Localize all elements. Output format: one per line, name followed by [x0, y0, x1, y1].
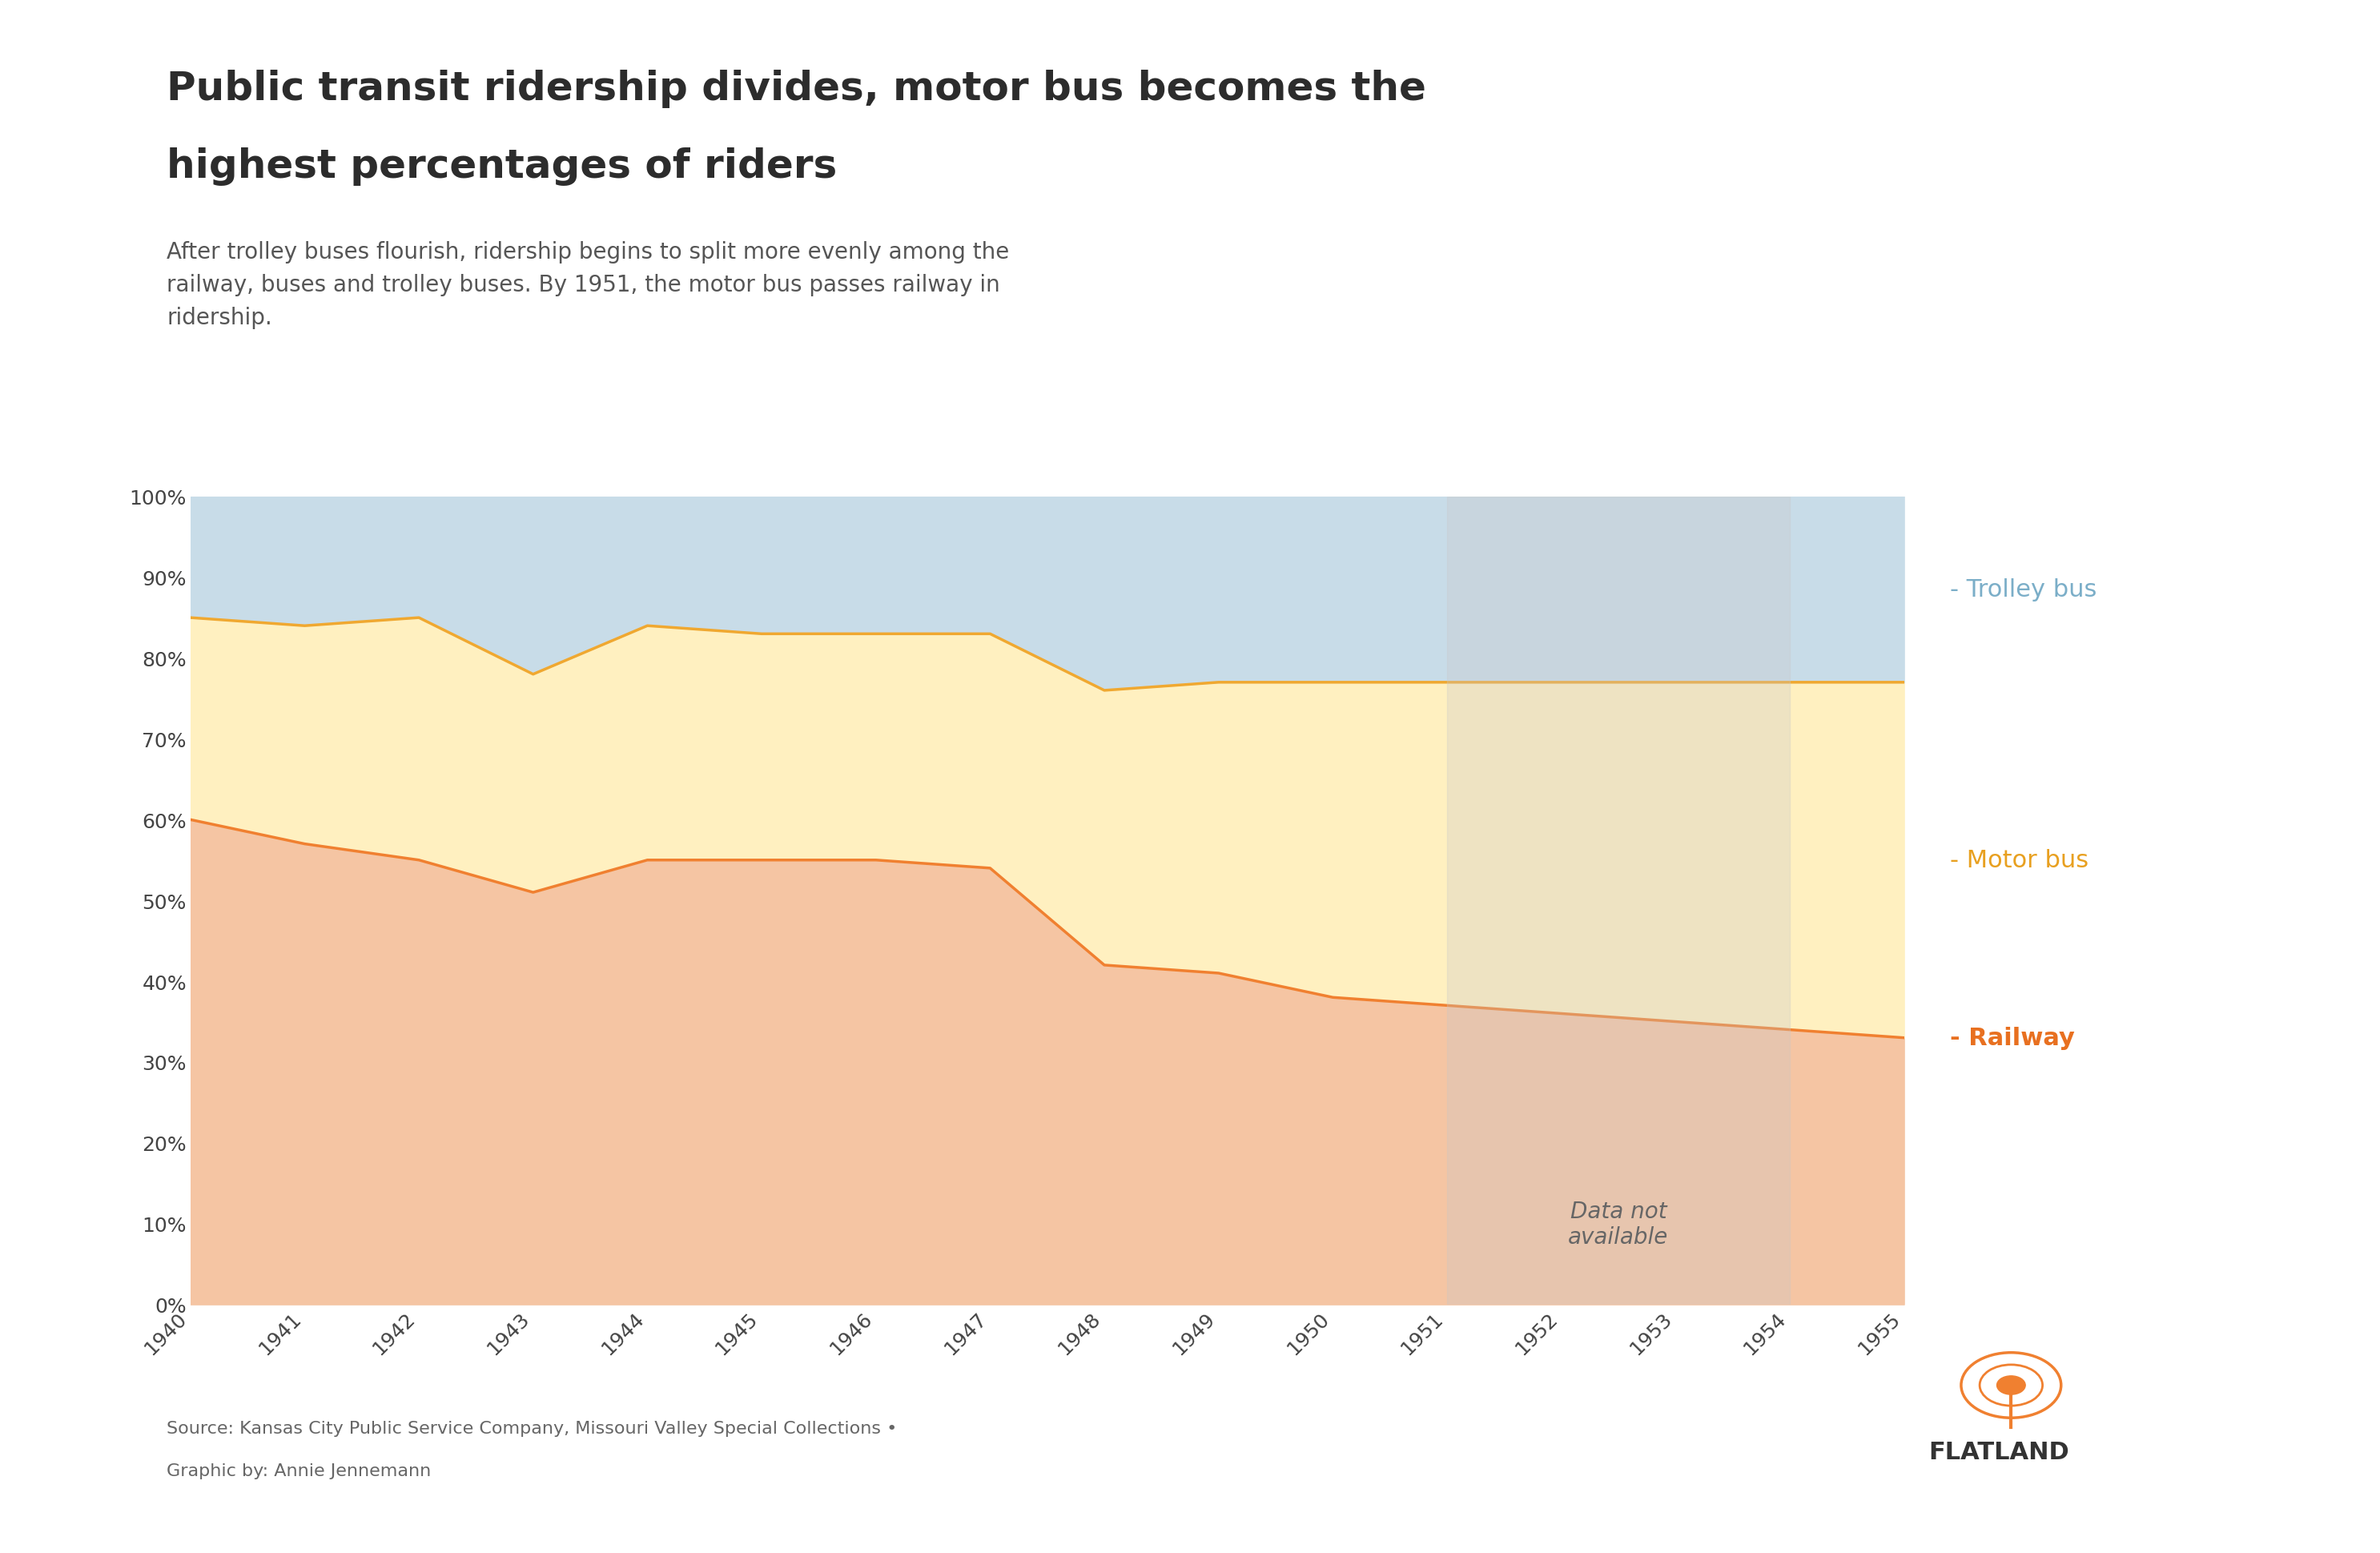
Text: - Trolley bus: - Trolley bus — [1949, 578, 2097, 601]
Text: Public transit ridership divides, motor bus becomes the: Public transit ridership divides, motor … — [167, 70, 1426, 109]
Bar — [1447, 497, 1790, 1305]
Text: Graphic by: Annie Jennemann: Graphic by: Annie Jennemann — [167, 1463, 431, 1478]
Text: - Motor bus: - Motor bus — [1949, 849, 2087, 871]
Circle shape — [1997, 1376, 2025, 1395]
Text: After trolley buses flourish, ridership begins to split more evenly among the
ra: After trolley buses flourish, ridership … — [167, 241, 1009, 329]
Text: FLATLAND: FLATLAND — [1928, 1441, 2071, 1463]
Text: highest percentages of riders: highest percentages of riders — [167, 148, 838, 186]
Text: - Railway: - Railway — [1949, 1027, 2075, 1050]
Text: Data not
available: Data not available — [1568, 1199, 1668, 1249]
Text: Source: Kansas City Public Service Company, Missouri Valley Special Collections : Source: Kansas City Public Service Compa… — [167, 1421, 897, 1437]
